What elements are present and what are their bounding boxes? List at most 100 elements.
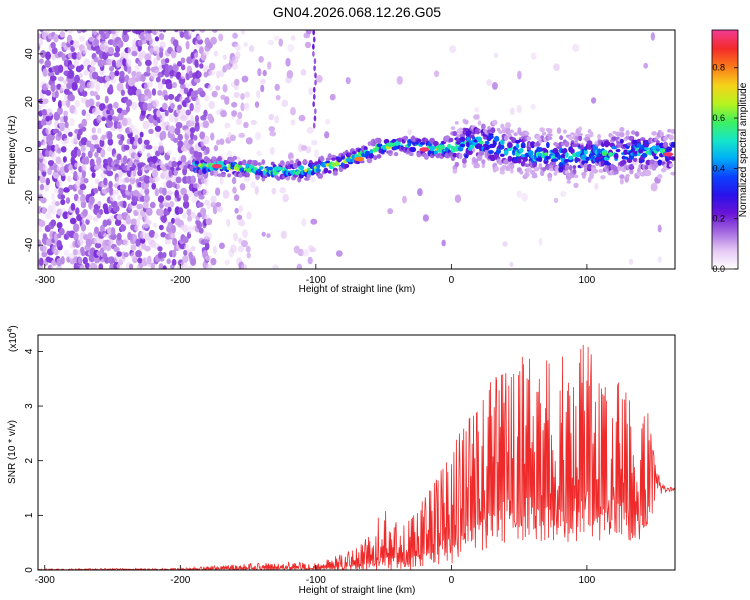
x-tick-label: -100 — [306, 575, 326, 586]
spectrogram-cell — [186, 56, 193, 64]
spectrogram-cell — [171, 156, 177, 163]
spectrogram-cell — [325, 118, 331, 125]
spectrogram-cell — [274, 115, 280, 124]
spectrogram-cell — [89, 158, 95, 168]
spectrogram-cell — [218, 33, 224, 42]
spectrogram-cell — [509, 107, 515, 116]
spectrogram-cell — [60, 146, 67, 153]
spectrogram-cell — [194, 160, 200, 165]
spectrogram-cell — [68, 163, 74, 172]
spectrogram-cell — [408, 152, 414, 157]
spectrogram-cell — [131, 50, 138, 57]
spectrogram-cell — [271, 187, 277, 195]
spectrogram-cell — [520, 144, 526, 149]
spectrogram-cell — [205, 255, 212, 262]
spectrogram-cell — [213, 145, 219, 152]
spectrogram-cell — [598, 168, 604, 173]
spectrogram-cell — [313, 58, 317, 65]
spectrogram-cell — [274, 83, 280, 91]
spectrogram-cell — [491, 81, 498, 90]
spectrogram-cell — [120, 52, 125, 61]
spectrogram-cell — [538, 237, 543, 246]
spectrogram-x-label: Height of straight line (km) — [299, 284, 416, 295]
spectrogram-cell — [161, 187, 167, 196]
spectrogram-cell — [169, 125, 176, 135]
spectrogram-cell — [159, 112, 166, 121]
spectrogram-cell — [88, 98, 95, 107]
spectrogram-cell — [345, 76, 351, 85]
spectrogram-cell — [235, 51, 241, 60]
spectrogram-cell — [47, 109, 53, 117]
spectrogram-cell — [108, 215, 115, 222]
spectrogram-cell — [99, 138, 105, 148]
spectrogram-cell — [239, 219, 246, 227]
spectrogram-cell — [312, 86, 316, 93]
spectrogram-cell — [532, 172, 538, 177]
spectrogram-cell — [134, 65, 140, 72]
spectrogram-cell — [106, 146, 113, 152]
spectrogram-cell — [488, 134, 494, 140]
spectrogram-y-label: Frequency (Hz) — [7, 116, 18, 185]
spectrogram-cell — [619, 127, 625, 133]
spectrogram-cell — [491, 119, 498, 126]
spectrogram-cell — [67, 131, 73, 137]
spectrogram-cell — [189, 115, 194, 124]
spectrogram-cell — [560, 153, 566, 159]
spectrogram-cell — [38, 33, 42, 39]
spectrogram-cell — [122, 33, 130, 43]
spectrogram-cell — [45, 177, 51, 186]
spectrogram-cell — [315, 75, 323, 83]
spectrogram-cell — [43, 184, 50, 192]
spectrogram-cell — [305, 30, 312, 35]
spectrogram-cell — [47, 71, 55, 77]
spectrogram-cell — [122, 200, 127, 209]
spectrogram-cell — [63, 113, 68, 123]
snr-x-axis: -300 -200 -100 0 100 — [35, 565, 596, 586]
spectrogram-cell — [330, 154, 337, 159]
spectrogram-cell — [158, 224, 164, 231]
spectrogram-cell — [312, 50, 315, 57]
spectrogram-cell — [583, 160, 589, 164]
spectrogram-cell — [517, 157, 522, 164]
spectrogram-cell — [54, 90, 59, 99]
spectrogram-cell — [58, 122, 66, 128]
spectrogram-cell — [108, 84, 113, 92]
spectrogram-cell — [164, 58, 170, 64]
spectrogram-cell — [154, 125, 162, 132]
spectrogram-cell — [107, 138, 114, 146]
spectrogram-cell — [279, 187, 286, 194]
spectrogram-cell — [157, 89, 163, 96]
y-tick-label: 0 — [24, 146, 35, 152]
spectrogram-cell — [106, 170, 114, 177]
spectrogram-cell — [80, 249, 86, 257]
spectrogram-cell — [125, 105, 130, 113]
spectrogram-cell — [499, 170, 505, 175]
spectrogram-cell — [45, 238, 53, 247]
spectrogram-cell — [207, 84, 213, 91]
spectrogram-cell — [211, 90, 218, 98]
spectrogram-cell — [205, 232, 213, 240]
spectrogram-cell — [118, 169, 123, 178]
spectrogram-cell — [279, 160, 285, 166]
spectrogram-cell — [222, 84, 228, 93]
spectrogram-cell — [49, 75, 57, 82]
spectrogram-cell — [258, 55, 264, 63]
spectrogram-cell — [100, 148, 106, 158]
spectrogram-cell — [144, 188, 150, 196]
spectrogram-cell — [296, 263, 303, 269]
spectrogram-cell — [620, 159, 627, 165]
spectrogram-cell — [666, 146, 673, 152]
spectrogram-cell — [157, 246, 163, 252]
spectrogram-cell — [197, 146, 202, 152]
spectrogram-cell — [232, 155, 238, 161]
spectrogram-cell — [199, 30, 206, 33]
spectrogram-cell — [203, 109, 208, 117]
spectrogram-cell — [63, 94, 69, 101]
spectrogram-cell — [454, 194, 462, 203]
y-tick-label: 4 — [24, 348, 35, 354]
spectrogram-cell — [539, 127, 545, 131]
spectrogram-cell — [197, 71, 202, 78]
spectrogram-cell — [74, 74, 81, 84]
spectrogram-cell — [108, 180, 113, 189]
spectrogram-cell — [81, 169, 86, 179]
